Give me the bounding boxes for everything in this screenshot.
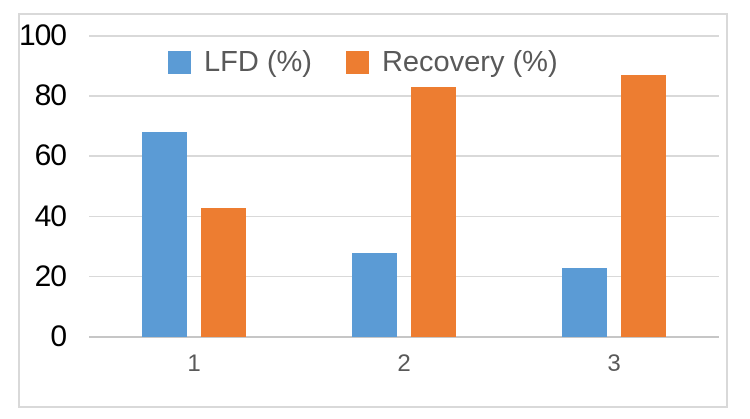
bar-lfd-cat2 — [352, 253, 397, 337]
gridline-60 — [89, 155, 719, 157]
gridline-40 — [89, 215, 719, 218]
x-tick-label-1: 1 — [187, 350, 201, 377]
y-tick-label-40: 40 — [34, 199, 67, 233]
x-tick-label-3: 3 — [607, 350, 621, 377]
gridline-80 — [89, 95, 719, 97]
legend-label: LFD (%) — [204, 46, 312, 78]
y-tick-label-60: 60 — [34, 139, 67, 173]
y-tick-label-0: 0 — [50, 320, 67, 353]
chart-frame — [18, 13, 728, 408]
bar-recovery-cat1 — [201, 208, 246, 337]
x-axis-line — [89, 336, 719, 338]
legend-label: Recovery (%) — [381, 46, 558, 78]
gridline-20 — [89, 275, 719, 278]
bar-recovery-cat3 — [621, 75, 666, 337]
legend-item-lfd: LFD (%) — [168, 46, 312, 79]
legend-swatch-icon — [168, 51, 191, 74]
y-tick-label-20: 20 — [34, 259, 67, 293]
bar-lfd-cat3 — [562, 268, 607, 337]
legend-item-recovery: Recovery (%) — [345, 46, 558, 79]
legend-swatch-icon — [345, 51, 369, 74]
y-tick-label-80: 80 — [34, 79, 67, 113]
y-tick-label-100: 100 — [18, 19, 67, 52]
x-tick-label-2: 2 — [397, 350, 411, 377]
chart-legend: LFD (%) Recovery (%) — [168, 46, 558, 79]
bar-lfd-cat1 — [142, 132, 187, 337]
bar-recovery-cat2 — [411, 87, 456, 337]
gridline-100 — [89, 35, 719, 37]
